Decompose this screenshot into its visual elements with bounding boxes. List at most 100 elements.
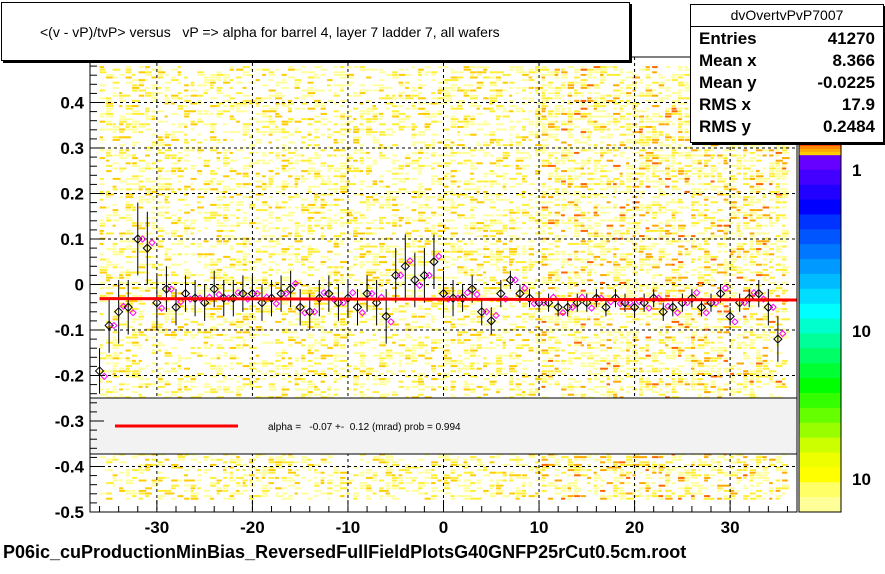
histogram-cell [496, 359, 502, 362]
histogram-cell [327, 167, 333, 170]
histogram-cell [125, 105, 133, 108]
histogram-cell [145, 146, 152, 149]
histogram-cell [164, 380, 170, 383]
histogram-cell [392, 461, 399, 464]
histogram-cell [145, 383, 152, 386]
histogram-cell [418, 206, 424, 209]
histogram-cell [236, 263, 243, 266]
histogram-cell [457, 89, 465, 92]
histogram-cell [509, 380, 514, 383]
histogram-cell [112, 479, 119, 482]
histogram-cell [164, 136, 170, 139]
histogram-cell [255, 185, 262, 188]
histogram-cell [216, 76, 221, 79]
histogram-cell [548, 365, 555, 368]
histogram-cell [483, 193, 490, 196]
histogram-cell [327, 193, 333, 196]
histogram-cell [366, 185, 373, 188]
histogram-cell [489, 484, 495, 487]
histogram-cell [236, 102, 244, 105]
histogram-cell [112, 250, 119, 253]
histogram-cell [457, 151, 465, 154]
histogram-cell [320, 318, 325, 321]
histogram-cell [470, 474, 476, 477]
histogram-cell [463, 115, 471, 118]
histogram-cell [340, 105, 344, 108]
histogram-cell [119, 154, 123, 157]
histogram-cell [119, 144, 125, 147]
histogram-cell [132, 84, 138, 87]
histogram-cell [242, 240, 250, 243]
histogram-cell [333, 190, 338, 193]
histogram-cell [359, 159, 364, 162]
histogram-cell [496, 94, 503, 97]
histogram-cell [379, 133, 387, 136]
histogram-cell [314, 146, 319, 149]
histogram-cell [522, 190, 526, 193]
histogram-cell [125, 320, 130, 323]
histogram-cell [431, 120, 439, 123]
histogram-cell [112, 339, 118, 342]
histogram-cell [528, 248, 534, 251]
histogram-cell [229, 391, 234, 394]
histogram-cell [197, 253, 204, 256]
histogram-cell [288, 365, 294, 368]
histogram-cell [528, 482, 533, 485]
histogram-cell [294, 396, 303, 399]
histogram-cell [288, 120, 293, 123]
histogram-cell [255, 287, 263, 290]
histogram-cell [548, 193, 554, 196]
histogram-cell [112, 396, 119, 399]
histogram-cell [340, 318, 346, 321]
histogram-cell [158, 66, 162, 69]
histogram-cell [320, 263, 325, 266]
histogram-cell [515, 245, 520, 248]
histogram-cell [437, 66, 443, 69]
histogram-cell [346, 492, 350, 495]
histogram-cell [379, 144, 383, 147]
histogram-cell [470, 349, 478, 352]
histogram-cell [483, 196, 489, 199]
histogram-cell [515, 66, 523, 69]
histogram-cell [489, 201, 496, 204]
histogram-cell [431, 196, 436, 199]
histogram-cell [489, 307, 496, 310]
histogram-cell [483, 107, 491, 110]
histogram-cell [151, 196, 157, 199]
histogram-cell [392, 372, 396, 375]
histogram-cell [236, 393, 242, 396]
histogram-cell [197, 474, 203, 477]
histogram-cell [463, 266, 467, 269]
histogram-cell [255, 258, 262, 261]
histogram-cell [223, 151, 228, 154]
histogram-cell [203, 188, 209, 191]
histogram-cell [327, 388, 331, 391]
histogram-cell [528, 240, 535, 243]
histogram-cell [125, 232, 134, 235]
histogram-cell [197, 469, 201, 472]
histogram-cell [340, 138, 346, 141]
histogram-cell [411, 313, 417, 316]
histogram-cell [359, 201, 367, 204]
histogram-cell [483, 214, 489, 217]
histogram-cell [210, 112, 214, 115]
histogram-cell [444, 102, 448, 105]
histogram-cell [366, 164, 373, 167]
histogram-cell [210, 357, 216, 360]
histogram-cell [379, 362, 387, 365]
histogram-cell [528, 315, 535, 318]
histogram-cell [294, 232, 300, 235]
histogram-cell [138, 331, 144, 334]
histogram-cell [502, 354, 510, 357]
histogram-cell [450, 458, 459, 461]
histogram-cell [307, 463, 314, 466]
histogram-cell [184, 84, 189, 87]
histogram-cell [210, 73, 217, 76]
histogram-cell [125, 94, 131, 97]
histogram-cell [554, 188, 560, 191]
histogram-cell [210, 365, 216, 368]
histogram-cell [294, 318, 302, 321]
histogram-cell [541, 206, 549, 209]
histogram-cell [184, 497, 190, 500]
histogram-cell [522, 318, 526, 321]
